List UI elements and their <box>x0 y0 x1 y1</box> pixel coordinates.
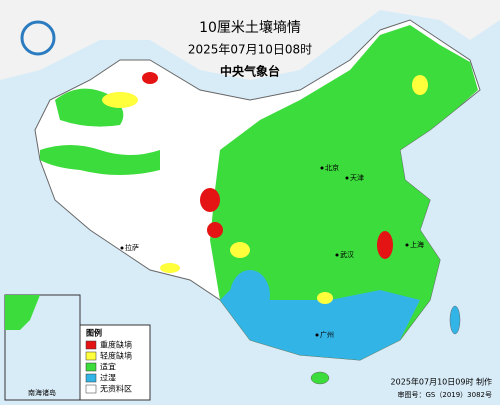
legend-swatch <box>85 362 97 372</box>
region-dry <box>102 92 138 108</box>
place-dot <box>120 246 124 250</box>
place-label: 拉萨 <box>125 243 139 252</box>
legend-swatch <box>85 384 97 394</box>
made-time: 2025年07月10日09时 制作 <box>391 377 492 387</box>
region-severe <box>207 222 223 238</box>
legend-label: 过湿 <box>100 373 116 383</box>
region-moist <box>210 25 478 360</box>
place-dot <box>345 176 349 180</box>
legend-swatch <box>85 340 97 350</box>
region-wet <box>220 280 420 360</box>
region-severe <box>377 231 393 259</box>
inset-land <box>5 295 40 330</box>
region-severe <box>200 188 220 212</box>
place-label: 广州 <box>320 330 334 339</box>
place-dot <box>335 253 339 257</box>
neighbor-land <box>0 0 500 80</box>
region-wet <box>230 270 270 320</box>
place-label: 武汉 <box>340 250 354 259</box>
legend-label: 轻度缺墒 <box>100 351 132 361</box>
logo <box>20 20 56 56</box>
region-dry <box>230 242 250 258</box>
place-dot <box>405 243 409 247</box>
place-label: 上海 <box>410 240 424 249</box>
issuer: 中央气象台 <box>220 64 280 79</box>
hainan <box>310 371 330 385</box>
datetime: 2025年07月10日08时 <box>188 43 312 57</box>
approval: 审图号：GS（2019）3082号 <box>398 390 493 399</box>
place-label: 天津 <box>350 174 364 182</box>
legend-swatch <box>85 351 97 361</box>
legend-swatch <box>85 373 97 383</box>
region-dry <box>317 292 333 304</box>
place-dot <box>320 166 324 170</box>
region-severe <box>142 72 158 84</box>
legend-label: 重度缺墒 <box>100 340 132 350</box>
region-dry <box>160 263 180 273</box>
region-moist <box>40 145 160 175</box>
taiwan <box>449 305 461 335</box>
legend-label: 无资料区 <box>100 384 132 394</box>
legend-title: 图例 <box>86 328 102 338</box>
region-dry <box>412 75 428 95</box>
inset-label: 南海诸岛 <box>28 388 56 397</box>
title: 10厘米土壤墒情 <box>199 19 301 36</box>
place-dot <box>315 333 319 337</box>
place-label: 北京 <box>325 163 339 172</box>
legend-label: 适宜 <box>100 362 116 372</box>
